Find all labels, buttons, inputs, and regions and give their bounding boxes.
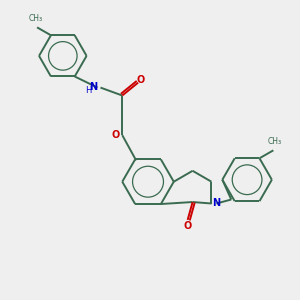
Text: N: N [212, 197, 220, 208]
Text: O: O [111, 130, 119, 140]
Text: CH₃: CH₃ [29, 14, 43, 23]
Text: H: H [85, 86, 92, 95]
Text: CH₃: CH₃ [267, 137, 281, 146]
Text: O: O [184, 221, 192, 231]
Text: N: N [89, 82, 98, 92]
Text: O: O [137, 75, 145, 85]
